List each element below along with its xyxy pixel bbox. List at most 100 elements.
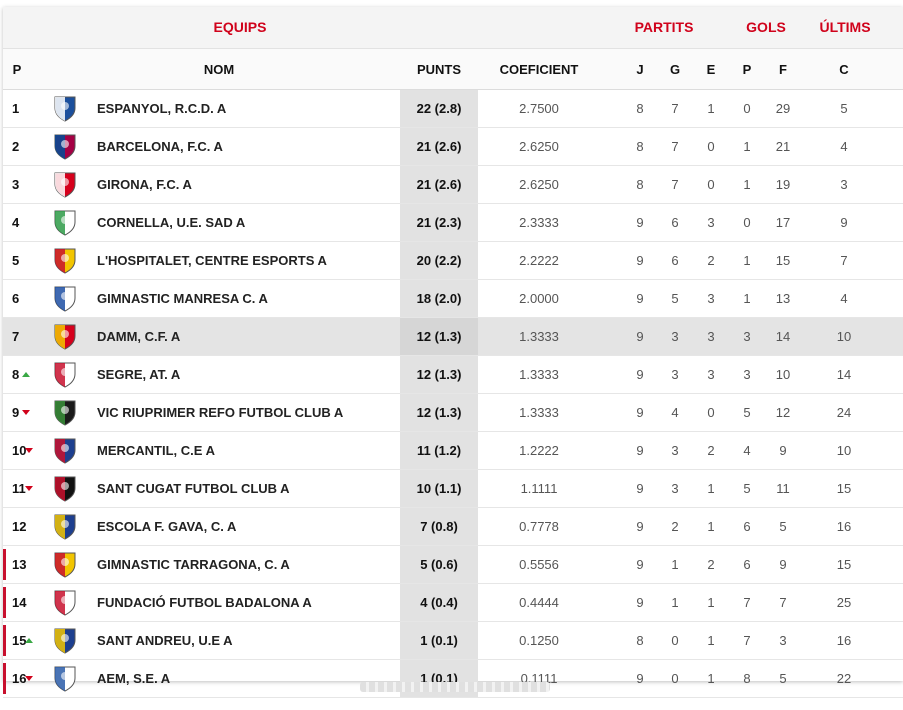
- table-row[interactable]: 1 ESPANYOL, R.C.D. A 22 (2.8) 2.7500 8 7…: [3, 90, 903, 128]
- team-name[interactable]: SANT CUGAT FUTBOL CLUB A: [97, 481, 290, 496]
- horizontal-scrollbar[interactable]: [360, 682, 550, 692]
- position: 8: [12, 367, 20, 382]
- team-name[interactable]: GIMNASTIC MANRESA C. A: [97, 291, 268, 306]
- team-name[interactable]: BARCELONA, F.C. A: [97, 139, 223, 154]
- points-column-bg: [400, 280, 478, 317]
- team-points: 12 (1.3): [416, 329, 462, 344]
- table-row[interactable]: 2 BARCELONA, F.C. A 21 (2.6) 2.6250 8 7 …: [3, 128, 903, 166]
- table-row[interactable]: 11 SANT CUGAT FUTBOL CLUB A 10 (1.1) 1.1…: [3, 470, 903, 508]
- team-name[interactable]: ESCOLA F. GAVA, C. A: [97, 519, 237, 534]
- team-lost: 3: [743, 329, 751, 344]
- team-name[interactable]: ESPANYOL, R.C.D. A: [97, 101, 227, 116]
- position: 11: [12, 481, 26, 496]
- team-goals-for: 5: [779, 519, 787, 534]
- position: 12: [12, 519, 27, 534]
- team-lost: 5: [743, 481, 751, 496]
- team-played: 9: [636, 595, 644, 610]
- team-coefficient: 2.3333: [519, 215, 559, 230]
- table-row[interactable]: 7 DAMM, C.F. A 12 (1.3) 1.3333 9 3 3 3 1…: [3, 318, 903, 356]
- table-row[interactable]: 5 L'HOSPITALET, CENTRE ESPORTS A 20 (2.2…: [3, 242, 903, 280]
- team-goals-against: 5: [840, 101, 848, 116]
- table-row[interactable]: 9 VIC RIUPRIMER REFO FUTBOL CLUB A 12 (1…: [3, 394, 903, 432]
- position: 1: [12, 101, 20, 116]
- team-name[interactable]: AEM, S.E. A: [97, 671, 171, 686]
- team-points: 4 (0.4): [420, 595, 458, 610]
- col-points[interactable]: PUNTS: [416, 62, 462, 77]
- team-won: 0: [671, 671, 679, 686]
- table-row[interactable]: 10 MERCANTIL, C.E A 11 (1.2) 1.2222 9 3 …: [3, 432, 903, 470]
- team-goals-against: 15: [836, 481, 852, 496]
- team-name[interactable]: VIC RIUPRIMER REFO FUTBOL CLUB A: [97, 405, 344, 420]
- team-played: 8: [636, 177, 644, 192]
- team-name[interactable]: GIMNASTIC TARRAGONA, C. A: [97, 557, 290, 572]
- team-lost: 6: [743, 557, 751, 572]
- points-column-bg: [400, 318, 478, 355]
- team-goals-against: 9: [840, 215, 848, 230]
- team-name[interactable]: MERCANTIL, C.E A: [97, 443, 215, 458]
- table-row[interactable]: 8 SEGRE, AT. A 12 (1.3) 1.3333 9 3 3 3 1…: [3, 356, 903, 394]
- team-won: 3: [671, 329, 679, 344]
- team-name[interactable]: DAMM, C.F. A: [97, 329, 181, 344]
- team-goals-for: 9: [779, 443, 787, 458]
- team-coefficient: 1.2222: [519, 443, 559, 458]
- points-column-bg: [400, 356, 478, 393]
- col-coefficient[interactable]: COEFICIENT: [499, 62, 579, 77]
- team-name[interactable]: L'HOSPITALET, CENTRE ESPORTS A: [97, 253, 327, 268]
- table-row[interactable]: 6 GIMNASTIC MANRESA C. A 18 (2.0) 2.0000…: [3, 280, 903, 318]
- team-coefficient: 2.2222: [519, 253, 559, 268]
- team-name[interactable]: CORNELLA, U.E. SAD A: [97, 215, 246, 230]
- team-name[interactable]: GIRONA, F.C. A: [97, 177, 192, 192]
- team-goals-against: 22: [836, 671, 852, 686]
- table-row[interactable]: 15 SANT ANDREU, U.E A 1 (0.1) 0.1250 8 0…: [3, 622, 903, 660]
- mercantil-crest-icon: [54, 438, 76, 464]
- col-goals-for[interactable]: F: [779, 62, 787, 77]
- team-coefficient: 2.6250: [519, 139, 559, 154]
- team-points: 22 (2.8): [416, 101, 462, 116]
- team-played: 9: [636, 481, 644, 496]
- team-coefficient: 0.7778: [519, 519, 559, 534]
- girona-crest-icon: [54, 172, 76, 198]
- col-played[interactable]: J: [636, 62, 644, 77]
- team-name[interactable]: SANT ANDREU, U.E A: [97, 633, 233, 648]
- team-name[interactable]: FUNDACIÓ FUTBOL BADALONA A: [97, 595, 312, 610]
- table-row[interactable]: 16 AEM, S.E. A 1 (0.1) 0.1111 9 0 1 8 5 …: [3, 660, 903, 698]
- team-drawn: 2: [707, 443, 715, 458]
- team-goals-for: 13: [775, 291, 791, 306]
- team-coefficient: 0.1250: [519, 633, 559, 648]
- table-row[interactable]: 4 CORNELLA, U.E. SAD A 21 (2.3) 2.3333 9…: [3, 204, 903, 242]
- team-goals-against: 4: [840, 139, 848, 154]
- col-goals-against[interactable]: C: [839, 62, 849, 77]
- team-coefficient: 1.3333: [519, 367, 559, 382]
- col-name[interactable]: NOM: [203, 62, 235, 77]
- team-goals-against: 10: [836, 329, 852, 344]
- position: 13: [12, 557, 27, 572]
- col-won[interactable]: G: [669, 62, 681, 77]
- table-row[interactable]: 3 GIRONA, F.C. A 21 (2.6) 2.6250 8 7 0 1…: [3, 166, 903, 204]
- points-column-bg: [400, 432, 478, 469]
- team-won: 7: [671, 101, 679, 116]
- team-goals-against: 25: [836, 595, 852, 610]
- team-coefficient: 1.3333: [519, 405, 559, 420]
- team-name[interactable]: SEGRE, AT. A: [97, 367, 181, 382]
- team-drawn: 3: [707, 215, 715, 230]
- team-points: 5 (0.6): [420, 557, 458, 572]
- points-column-bg: [400, 394, 478, 431]
- team-won: 0: [671, 633, 679, 648]
- team-coefficient: 0.4444: [519, 595, 559, 610]
- team-goals-against: 10: [836, 443, 852, 458]
- col-lost[interactable]: P: [742, 62, 752, 77]
- team-drawn: 3: [707, 367, 715, 382]
- table-row[interactable]: 12 ESCOLA F. GAVA, C. A 7 (0.8) 0.7778 9…: [3, 508, 903, 546]
- team-played: 9: [636, 291, 644, 306]
- team-goals-for: 19: [775, 177, 791, 192]
- team-coefficient: 2.6250: [519, 177, 559, 192]
- col-position[interactable]: P: [12, 62, 22, 77]
- team-points: 18 (2.0): [416, 291, 462, 306]
- team-goals-for: 3: [779, 633, 787, 648]
- group-gols: GOLS: [746, 19, 786, 35]
- col-drawn[interactable]: E: [706, 62, 716, 77]
- position: 14: [12, 595, 27, 610]
- table-row[interactable]: 13 GIMNASTIC TARRAGONA, C. A 5 (0.6) 0.5…: [3, 546, 903, 584]
- table-row[interactable]: 14 FUNDACIÓ FUTBOL BADALONA A 4 (0.4) 0.…: [3, 584, 903, 622]
- team-goals-against: 24: [836, 405, 852, 420]
